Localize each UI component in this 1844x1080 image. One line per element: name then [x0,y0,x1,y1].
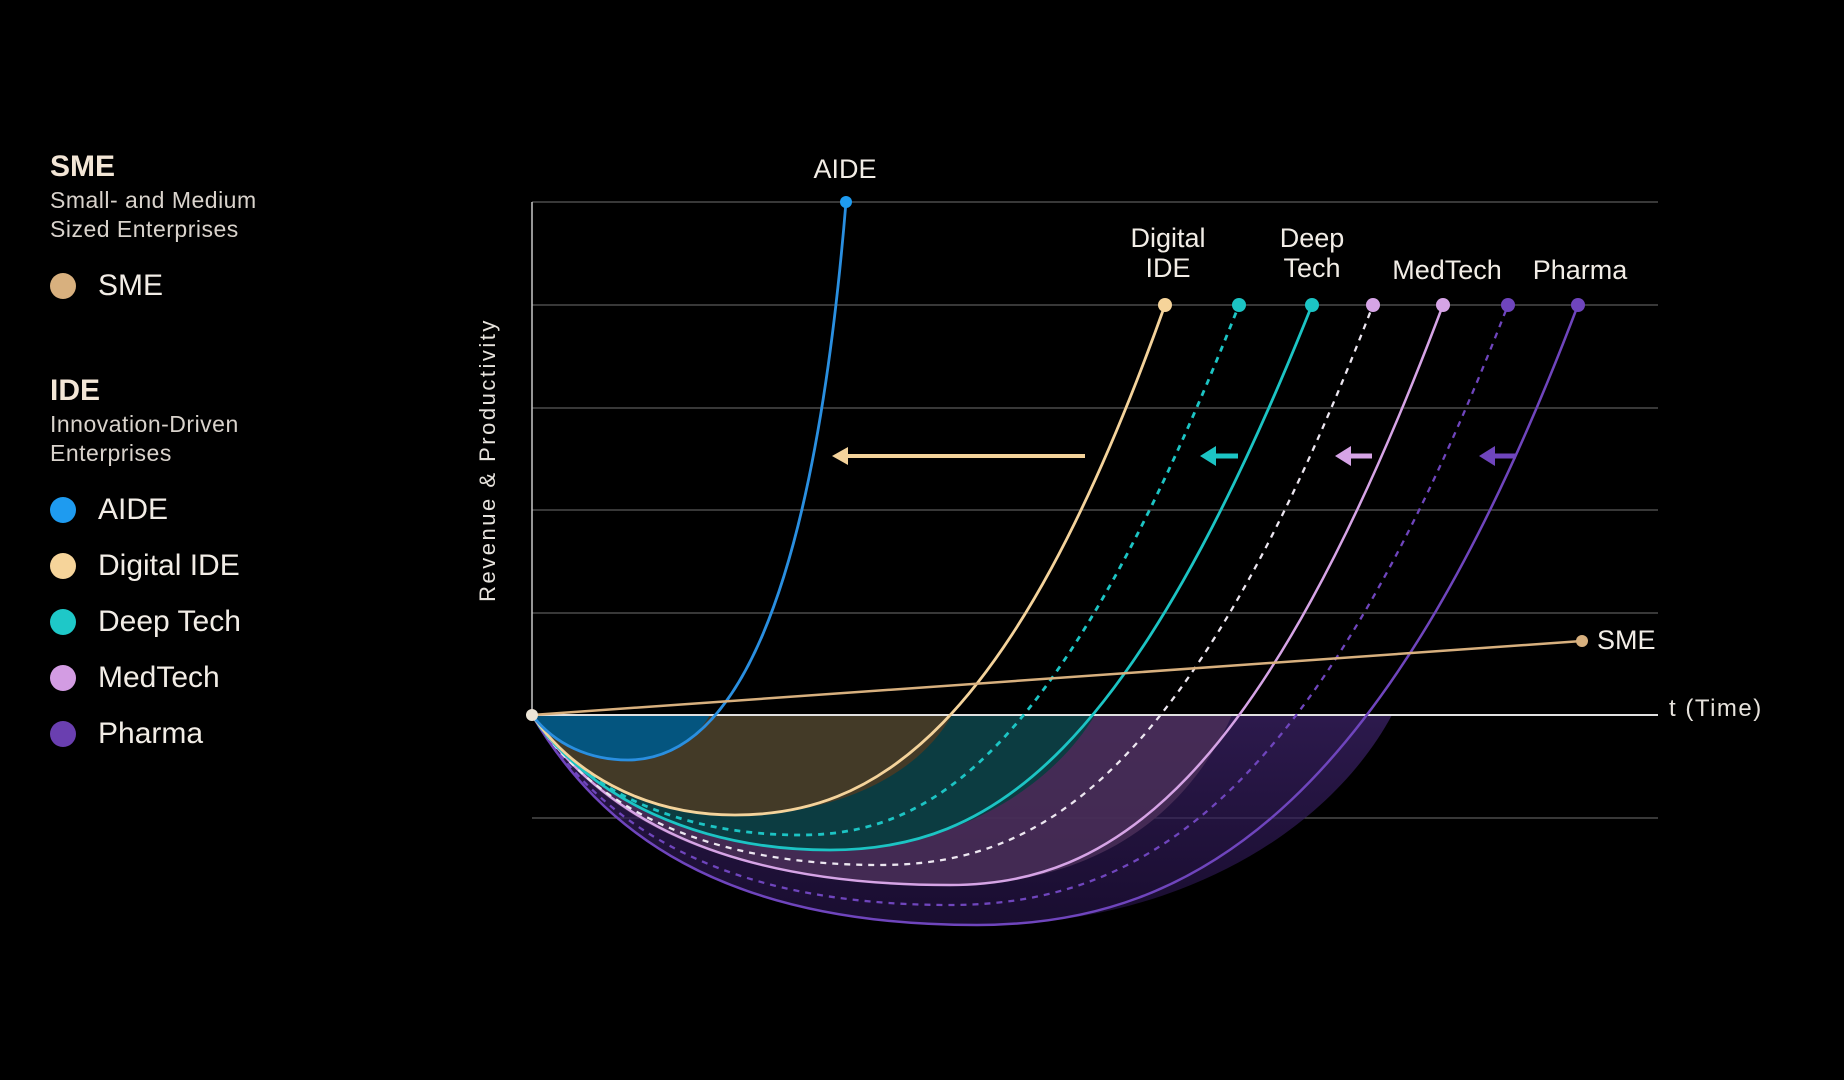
legend-group-title-ide: IDE [50,374,101,407]
sme-curve-label: SME [1597,625,1656,655]
legend-item-pharma: Pharma [50,706,430,762]
deeptech-dashed-marker [1232,298,1246,312]
deeptech-shift-arrow [1200,446,1238,466]
pharma-shift-arrow [1479,446,1516,466]
legend-group-title-sme: SME [50,150,116,183]
medtech-dashed-marker [1366,298,1380,312]
medtech-curve-label: MedTech [1392,255,1502,285]
legend-group-ide: IDE Innovation-Driven Enterprises AIDE D… [50,374,430,762]
legend-item-aide: AIDE [50,482,430,538]
legend-label-sme: SME [98,269,164,302]
legend-label-aide: AIDE [98,493,169,526]
y-axis-label: Revenue & Productivity [475,318,500,602]
legend-item-deep-tech: Deep Tech [50,594,430,650]
medtech-shift-arrow [1335,446,1372,466]
legend-dot-deep-tech [50,609,76,635]
x-axis-label: t (Time) [1669,695,1763,722]
pharma-curve [530,304,1580,927]
curve-labels: AIDE Digital IDE Deep Tech MedTech Pharm… [813,154,1655,655]
aide-curve [530,201,848,762]
legend-dot-digital-ide [50,553,76,579]
medtech-marker [1436,298,1450,312]
sme-marker [1576,635,1588,647]
legend-item-sme: SME [50,258,430,314]
legend-dot-sme [50,273,76,299]
markers [526,196,1588,721]
pharma-marker [1571,298,1585,312]
legend-group-desc-ide: Innovation-Driven Enterprises [50,410,430,468]
aide-marker [840,196,852,208]
deeptech-dashed-curve [530,304,1241,837]
sme-line [531,639,1583,717]
origin-marker [526,709,538,721]
digital-curve [530,304,1167,817]
shift-arrows [832,446,1516,466]
legend-label-pharma: Pharma [98,717,204,750]
legend-dot-aide [50,497,76,523]
digital-curve-label-line1: Digital [1130,223,1205,253]
legend-desc-line: Enterprises [50,440,172,466]
aide-curve-label: AIDE [813,154,876,184]
legend-desc-line: Sized Enterprises [50,216,239,242]
deeptech-curve-label-line1: Deep [1280,223,1345,253]
legend-label-digital-ide: Digital IDE [98,549,240,582]
legend-dot-medtech [50,665,76,691]
deeptech-curve [530,304,1314,852]
deeptech-marker [1305,298,1319,312]
legend-dot-pharma [50,721,76,747]
axes: Revenue & Productivity t (Time) [475,202,1763,722]
legend-group-desc-sme: Small- and Medium Sized Enterprises [50,186,430,244]
digital-curve-label-line2: IDE [1145,253,1190,283]
legend-item-digital-ide: Digital IDE [50,538,430,594]
legend-label-medtech: MedTech [98,661,220,694]
legend-desc-line: Innovation-Driven [50,411,239,437]
legend-item-medtech: MedTech [50,650,430,706]
digital-marker [1158,298,1172,312]
legend-label-deep-tech: Deep Tech [98,605,241,638]
pharma-dashed-marker [1501,298,1515,312]
legend: SME Small- and Medium Sized Enterprises … [50,150,430,762]
curve-fills [532,715,1392,925]
medtech-curve [530,304,1445,887]
deeptech-curve-label-line2: Tech [1283,253,1340,283]
legend-group-sme: SME Small- and Medium Sized Enterprises … [50,150,430,314]
curves [530,201,1583,927]
pharma-curve-label: Pharma [1533,255,1629,285]
legend-desc-line: Small- and Medium [50,187,257,213]
digital-shift-arrow [832,447,1085,465]
